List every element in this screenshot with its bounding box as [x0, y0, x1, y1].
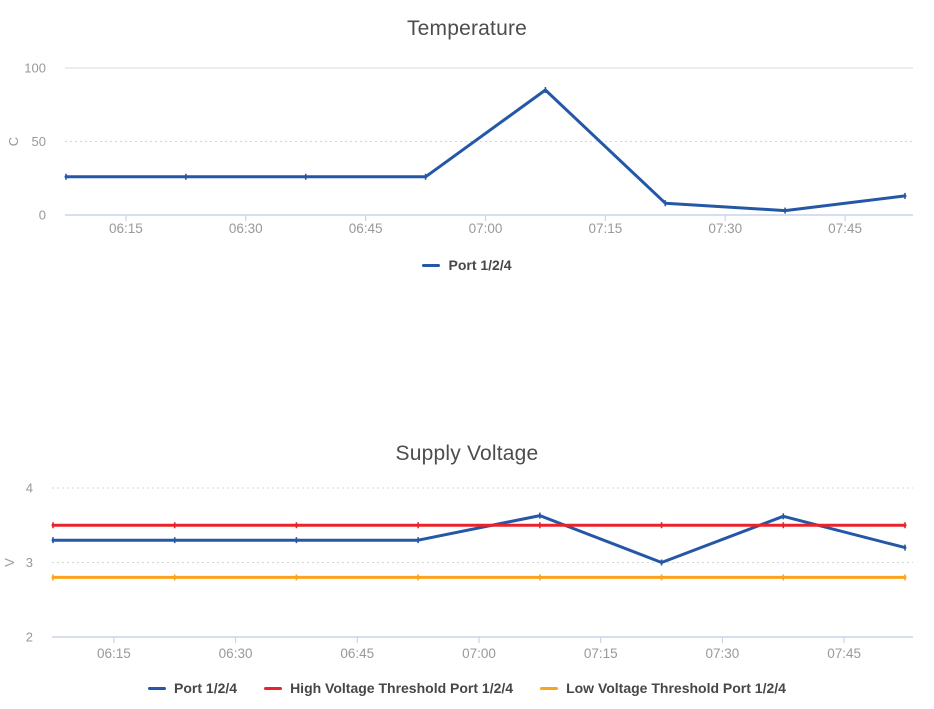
x-tick-label: 06:45 [349, 221, 383, 236]
supply-voltage-chart: Supply Voltage 2 3 4 V 06:15 06:30 06:45 07:00 0… [0, 429, 934, 709]
legend-label: Port 1/2/4 [174, 680, 238, 696]
temperature-plot-area[interactable]: 0 50 100 C 06:15 06:30 06:45 07:00 07:15 07:30 07:… [0, 0, 934, 246]
x-tick-label: 07:15 [584, 646, 618, 661]
y-tick-label: 50 [32, 134, 46, 149]
legend-dash-icon [422, 263, 441, 267]
x-tick-label: 07:00 [462, 646, 496, 661]
legend-item[interactable]: Port 1/2/4 [148, 680, 237, 696]
legend-label: Low Voltage Threshold Port 1/2/4 [566, 680, 786, 696]
x-tick-label: 07:45 [827, 646, 861, 661]
y-tick-label: 0 [39, 208, 46, 223]
x-tick-label: 07:30 [706, 646, 740, 661]
x-tick-label: 07:45 [828, 221, 862, 236]
y-tick-label: 100 [24, 61, 46, 76]
series-line [64, 88, 907, 213]
legend-label: Port 1/2/4 [448, 257, 512, 273]
x-tick-label: 07:30 [708, 221, 742, 236]
x-tick-label: 06:30 [219, 646, 253, 661]
y-tick-label: 4 [26, 481, 33, 496]
legend-label: High Voltage Threshold Port 1/2/4 [290, 680, 514, 696]
legend-dash-icon [148, 686, 167, 690]
x-tick-label: 06:45 [340, 646, 374, 661]
legend-item[interactable]: High Voltage Threshold Port 1/2/4 [264, 680, 513, 696]
legend-dash-icon [540, 686, 559, 690]
x-tick-label: 07:15 [588, 221, 622, 236]
x-tick-label: 06:15 [97, 646, 131, 661]
x-tick-label: 07:00 [469, 221, 503, 236]
y-axis-unit-label: C [6, 137, 21, 146]
temperature-legend: Port 1/2/4 [0, 257, 934, 273]
x-tick-label: 06:15 [109, 221, 143, 236]
y-axis-unit-label: V [2, 558, 17, 567]
supply-voltage-plot-area[interactable]: 2 3 4 V 06:15 06:30 06:45 07:00 07:15 07:30 07:45 [0, 429, 934, 671]
temperature-chart-title: Temperature [406, 17, 528, 40]
y-tick-label: 2 [26, 630, 33, 645]
legend-dash-icon [264, 686, 283, 690]
legend-item[interactable]: Low Voltage Threshold Port 1/2/4 [540, 680, 786, 696]
y-tick-label: 3 [26, 555, 33, 570]
series-line [51, 514, 907, 564]
temperature-chart: Temperature 0 50 100 C 06:15 06:30 06:45 07:00 0… [0, 0, 934, 300]
supply-voltage-legend: Port 1/2/4 High Voltage Threshold Port 1/… [0, 680, 934, 696]
supply-voltage-chart-title: Supply Voltage [395, 442, 539, 465]
x-tick-label: 06:30 [229, 221, 263, 236]
legend-item[interactable]: Port 1/2/4 [422, 257, 512, 273]
